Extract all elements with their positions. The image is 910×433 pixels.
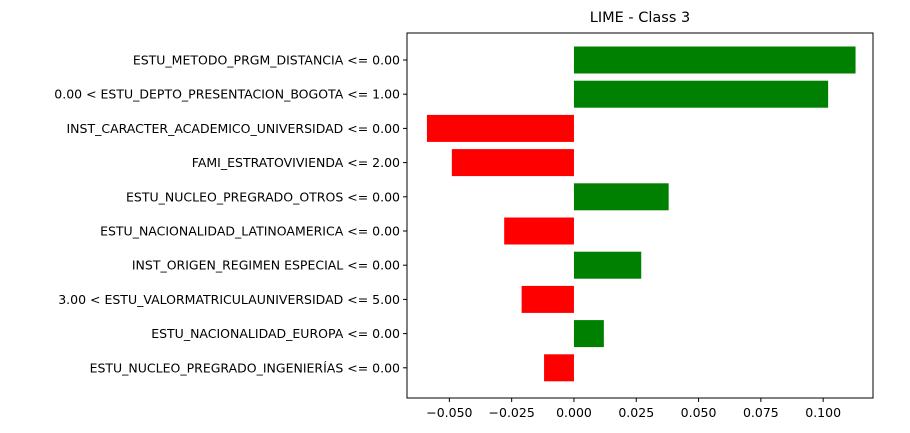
category-label: ESTU_NACIONALIDAD_EUROPA <= 0.00 bbox=[151, 326, 400, 341]
bar-5 bbox=[573, 183, 669, 211]
bar-2 bbox=[573, 80, 829, 108]
plot-frame bbox=[406, 32, 874, 399]
x-axis-ticks: −0.050 −0.025 0.000 0.025 0.050 0.075 0.100 bbox=[426, 398, 841, 420]
category-label: 3.00 < ESTU_VALORMATRICULAUNIVERSIDAD <=… bbox=[58, 292, 400, 307]
bar-10 bbox=[544, 354, 574, 382]
x-tick-label: −0.025 bbox=[489, 405, 535, 420]
x-tick-label: 0.100 bbox=[805, 405, 841, 420]
x-tick-label: 0.075 bbox=[743, 405, 779, 420]
category-label: FAMI_ESTRATOVIVIENDA <= 2.00 bbox=[192, 155, 400, 170]
bar-7 bbox=[573, 251, 642, 279]
x-tick-label: 0.000 bbox=[556, 405, 592, 420]
x-tick-label: −0.050 bbox=[426, 405, 472, 420]
bar-6 bbox=[504, 217, 574, 245]
bar-1 bbox=[573, 46, 856, 74]
category-label: INST_CARACTER_ACADEMICO_UNIVERSIDAD <= 0… bbox=[66, 121, 400, 136]
category-label: ESTU_METODO_PRGM_DISTANCIA <= 0.00 bbox=[133, 53, 400, 68]
category-label: 0.00 < ESTU_DEPTO_PRESENTACION_BOGOTA <=… bbox=[54, 87, 400, 102]
category-labels: ESTU_METODO_PRGM_DISTANCIA <= 0.00 0.00 <… bbox=[54, 53, 407, 375]
category-label: ESTU_NUCLEO_PREGRADO_OTROS <= 0.00 bbox=[126, 189, 400, 204]
category-label: ESTU_NACIONALIDAD_LATINOAMERICA <= 0.00 bbox=[100, 224, 400, 239]
bar-3 bbox=[426, 114, 574, 142]
chart-title: LIME - Class 3 bbox=[590, 10, 690, 26]
x-tick-label: 0.025 bbox=[618, 405, 654, 420]
bar-4 bbox=[451, 149, 574, 177]
x-tick-label: 0.050 bbox=[681, 405, 717, 420]
bar-8 bbox=[521, 285, 574, 313]
category-label: INST_ORIGEN_REGIMEN ESPECIAL <= 0.00 bbox=[132, 258, 400, 273]
bar-9 bbox=[573, 320, 604, 348]
category-label: ESTU_NUCLEO_PREGRADO_INGENIERÍAS <= 0.00 bbox=[90, 360, 400, 375]
bars-layer bbox=[426, 46, 856, 382]
